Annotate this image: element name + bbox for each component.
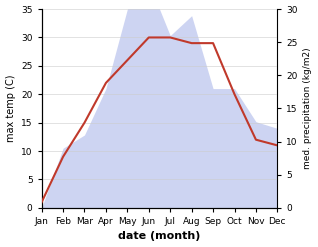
X-axis label: date (month): date (month) (118, 231, 201, 242)
Y-axis label: max temp (C): max temp (C) (5, 75, 16, 142)
Y-axis label: med. precipitation (kg/m2): med. precipitation (kg/m2) (303, 48, 313, 169)
